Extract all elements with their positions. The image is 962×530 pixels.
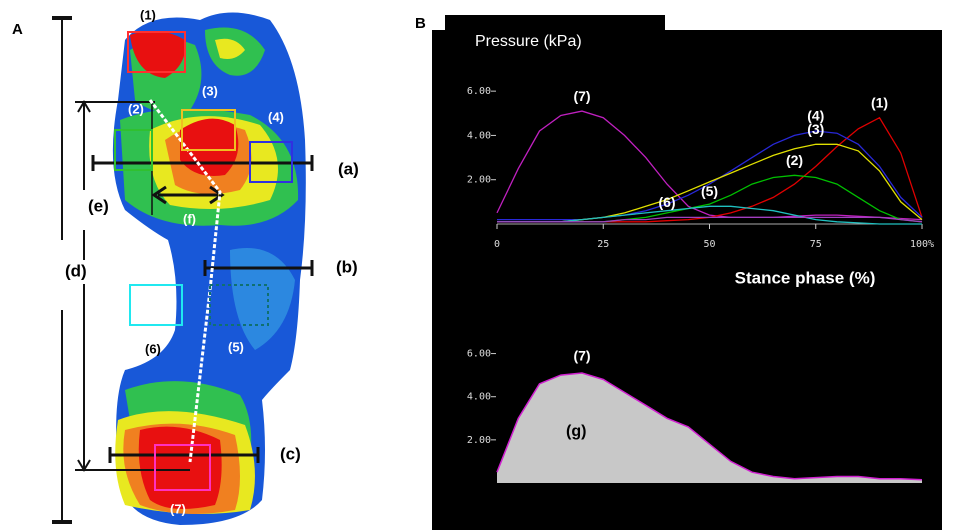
region-label: (7) <box>170 501 186 516</box>
series-label: (5) <box>701 183 718 199</box>
series-label: (g) <box>566 423 586 440</box>
y-tick-label: 6.00 <box>467 86 491 97</box>
region-label: (e) <box>88 196 109 215</box>
charts: 2.00 4.00 6.00 0 25 50 75 100% Stance phase (%) (… <box>467 86 934 483</box>
x-tick-label: 50 <box>703 239 715 250</box>
y-tick-label: 4.00 <box>467 392 491 403</box>
region-label: (2) <box>128 101 144 116</box>
region-label: (f) <box>183 211 196 226</box>
x-axis-title: Stance phase (%) <box>735 268 876 287</box>
series-label: (3) <box>807 121 824 137</box>
panel-label: B <box>415 15 426 32</box>
series-line <box>497 130 923 221</box>
x-tick-label: 25 <box>597 239 609 250</box>
y-tick-label: 2.00 <box>467 435 491 446</box>
x-tick-label: 75 <box>810 239 822 250</box>
series-line <box>497 205 922 225</box>
region-label: (3) <box>202 83 218 98</box>
y-tick-label: 6.00 <box>467 349 491 360</box>
region-label: (6) <box>145 341 161 356</box>
x-tick-label: 100% <box>910 239 934 250</box>
series-label: (6) <box>658 194 675 210</box>
y-tick-label: 2.00 <box>467 175 491 186</box>
y-tick-label: 4.00 <box>467 130 491 141</box>
region-boxes <box>114 31 293 491</box>
series-line <box>497 216 923 223</box>
series-line <box>496 110 923 221</box>
x-tick-label: 0 <box>494 239 500 250</box>
footprint <box>112 12 306 525</box>
region-label: (b) <box>336 257 358 276</box>
series-label: (7) <box>573 88 590 104</box>
region-label: (d) <box>65 261 87 280</box>
chart-header: Pressure (kPa) <box>475 33 582 50</box>
annotation: (7) <box>573 348 590 364</box>
region-label: (a) <box>338 159 359 178</box>
series-label: (4) <box>807 108 824 124</box>
panel-a-labels: (1) (2) (3) (4) (a) (e) (f) (d) (b) (6) (5) (c) (7) <box>52 7 359 516</box>
label-backdrop <box>52 260 92 284</box>
area-outline <box>496 372 923 481</box>
series-label: (1) <box>871 94 888 110</box>
region-label: (5) <box>228 339 244 354</box>
progression-line <box>148 99 222 463</box>
region-label: (4) <box>268 109 284 124</box>
series-label: (2) <box>786 152 803 168</box>
region-label: (1) <box>140 7 156 22</box>
area <box>497 373 922 483</box>
annotation-lines <box>52 16 314 524</box>
panel-label: A <box>12 21 23 38</box>
region-label: (c) <box>280 444 301 463</box>
